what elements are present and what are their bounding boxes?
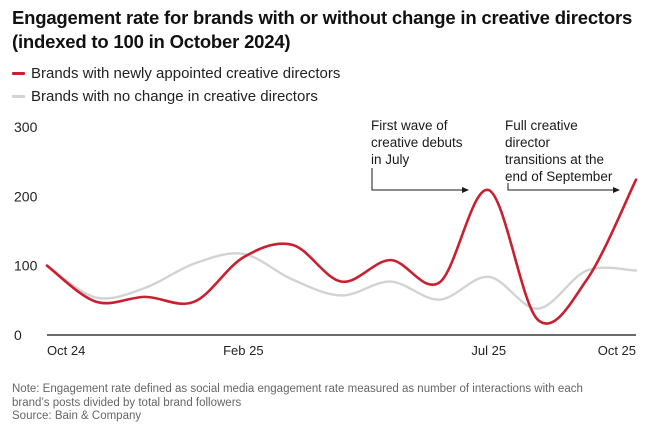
y-tick-label: 0 [14, 327, 22, 343]
chart-title: Engagement rate for brands with or witho… [12, 7, 633, 52]
annotation-text: Full creative [505, 118, 578, 133]
legend-label: Brands with newly appointed creative dir… [31, 65, 341, 82]
note-line-2: brand’s posts divided by total brand fol… [12, 396, 242, 409]
annotation-arrow [507, 183, 620, 193]
chart-note: Note: Engagement rate defined as social … [12, 383, 642, 424]
annotation-text: transitions at the [505, 152, 604, 167]
y-tick-label: 100 [14, 258, 38, 274]
legend-item-new-directors: Brands with newly appointed creative dir… [12, 62, 340, 85]
annotation-text: end of September [505, 169, 613, 184]
x-tick-label: Oct 25 [598, 343, 636, 358]
legend-label: Brands with no change in creative direct… [31, 88, 318, 105]
legend: Brands with newly appointed creative dir… [12, 62, 340, 108]
source-line: Source: Bain & Company [12, 410, 142, 422]
annotation-text: First wave of [371, 118, 448, 133]
annotation-text: creative debuts [371, 135, 463, 150]
note-line-1: Note: Engagement rate defined as social … [12, 383, 583, 395]
x-tick-label: Oct 24 [47, 343, 85, 358]
x-tick-label: Feb 25 [223, 343, 263, 358]
y-tick-label: 300 [14, 119, 38, 135]
legend-item-no-change: Brands with no change in creative direct… [12, 85, 340, 108]
legend-swatch-red [12, 72, 25, 75]
legend-swatch-gray [12, 95, 25, 98]
annotation-text: in July [371, 152, 410, 167]
series-line-new-directors [45, 178, 638, 325]
series-line-no-change [45, 252, 638, 310]
annotation-text: director [505, 135, 551, 150]
annotation-arrow [371, 168, 469, 193]
y-tick-label: 200 [14, 188, 38, 204]
x-tick-label: Jul 25 [471, 343, 506, 358]
